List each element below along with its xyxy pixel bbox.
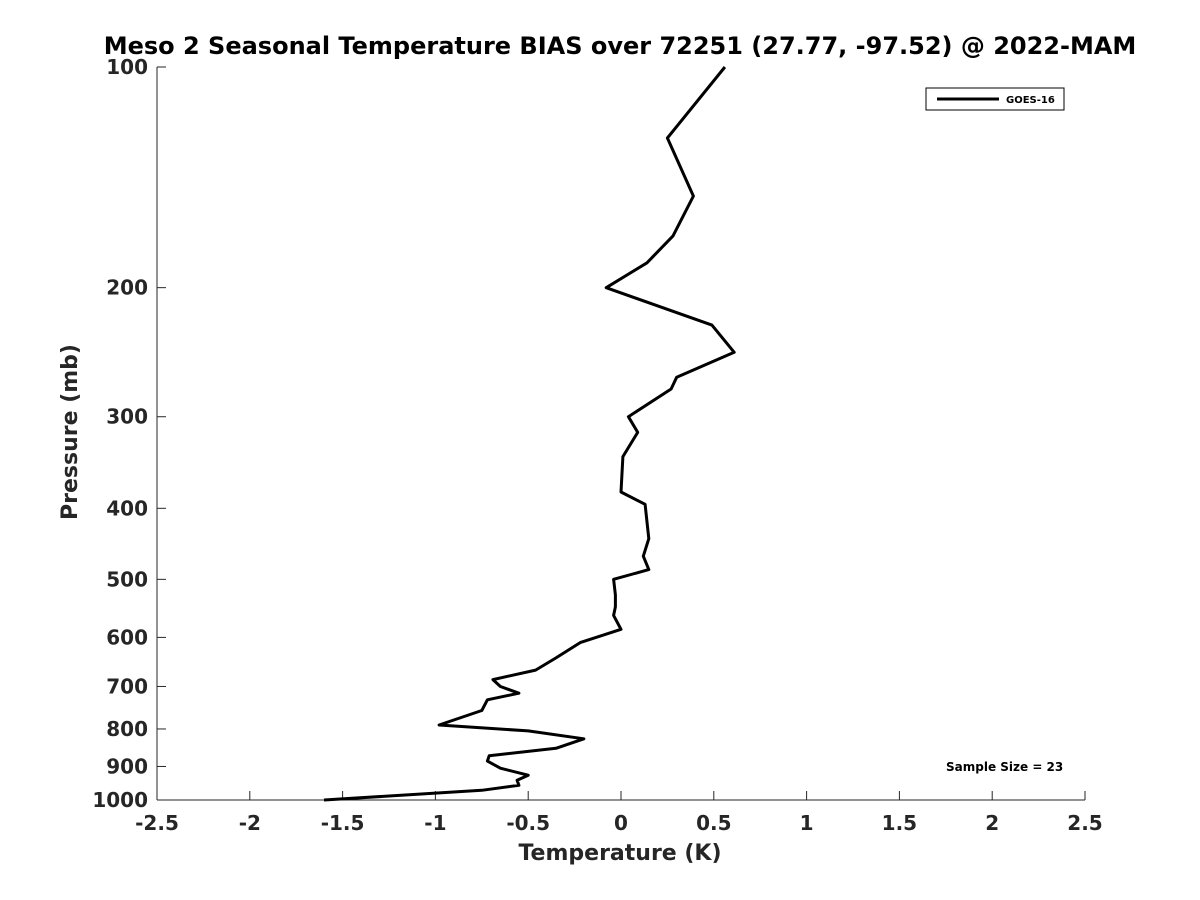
x-tick-label: 0 [614, 811, 628, 835]
y-tick-label: 800 [106, 717, 148, 741]
x-tick-label: -0.5 [506, 811, 550, 835]
y-tick-label: 1000 [92, 788, 148, 812]
y-tick-label: 400 [106, 496, 148, 520]
x-tick-label: 1 [800, 811, 814, 835]
y-tick-label: 300 [106, 405, 148, 429]
chart-title: Meso 2 Seasonal Temperature BIAS over 72… [104, 32, 1137, 60]
series-line-goes-16 [323, 66, 736, 802]
y-tick-label: 600 [106, 625, 148, 649]
y-tick-label: 100 [106, 55, 148, 79]
x-tick-label: -1.5 [321, 811, 365, 835]
x-tick-label: 2 [985, 811, 999, 835]
y-tick-label: 200 [106, 276, 148, 300]
x-tick-label: -1 [424, 811, 446, 835]
y-tick-label: 900 [106, 754, 148, 778]
x-tick-label: 2.5 [1067, 811, 1102, 835]
y-tick-label: 500 [106, 567, 148, 591]
x-axis-label: Temperature (K) [518, 841, 721, 866]
y-tick-label: 700 [106, 674, 148, 698]
legend: GOES-16 [925, 87, 1065, 111]
sample-size-annotation: Sample Size = 23 [946, 760, 1063, 774]
x-tick-label: 1.5 [882, 811, 917, 835]
plot-area: -2.5 -2 -1.5 -1 -0.5 0 0.5 1 1.5 2 2.5 100 200 300 400… [92, 55, 1102, 835]
legend-label-goes-16: GOES-16 [1006, 95, 1055, 106]
x-tick-label: -2 [239, 811, 261, 835]
x-tick-label: 0.5 [696, 811, 731, 835]
y-axis-label: Pressure (mb) [58, 344, 83, 520]
x-tick-label: -2.5 [135, 811, 179, 835]
